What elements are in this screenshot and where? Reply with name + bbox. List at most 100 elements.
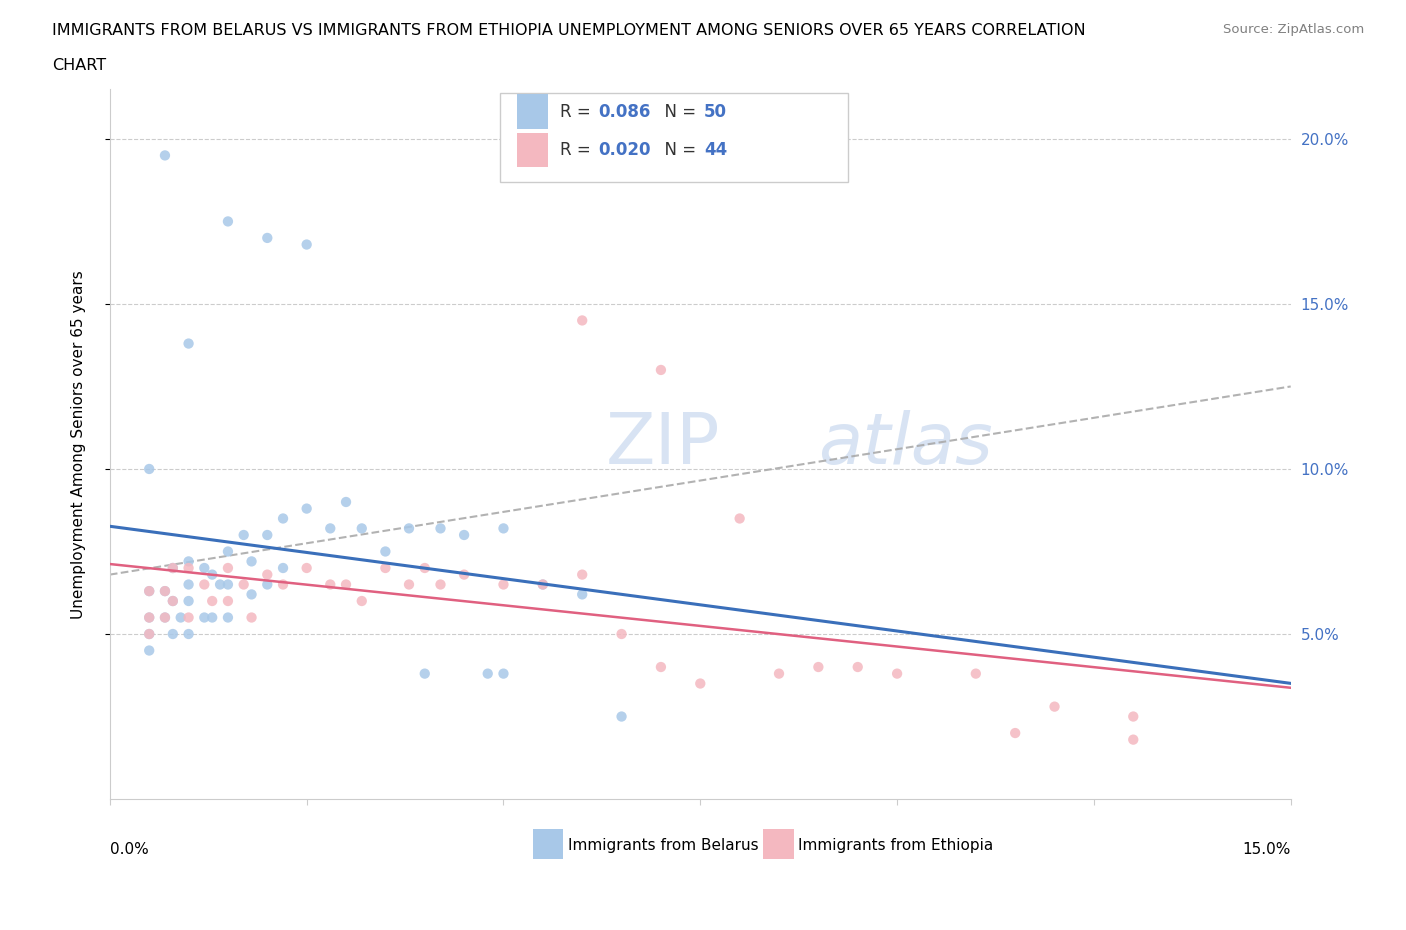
Point xyxy=(886,666,908,681)
FancyBboxPatch shape xyxy=(499,93,848,181)
FancyBboxPatch shape xyxy=(517,94,548,129)
Point xyxy=(531,577,554,591)
Point xyxy=(193,610,215,625)
Point xyxy=(193,577,215,591)
Point xyxy=(138,610,160,625)
FancyBboxPatch shape xyxy=(763,829,793,858)
Point xyxy=(232,527,254,542)
Point xyxy=(429,521,451,536)
Point xyxy=(398,521,420,536)
Point xyxy=(201,567,224,582)
Point xyxy=(240,587,263,602)
Point xyxy=(453,567,475,582)
Point xyxy=(650,659,672,674)
Text: 15.0%: 15.0% xyxy=(1243,842,1291,857)
Point xyxy=(217,610,239,625)
Text: CHART: CHART xyxy=(52,58,105,73)
Text: R =: R = xyxy=(560,141,596,159)
Text: Immigrants from Ethiopia: Immigrants from Ethiopia xyxy=(799,838,994,853)
Point xyxy=(350,593,373,608)
Point xyxy=(429,577,451,591)
Point xyxy=(256,577,278,591)
Point xyxy=(398,577,420,591)
FancyBboxPatch shape xyxy=(533,829,564,858)
Point xyxy=(217,561,239,576)
Point xyxy=(177,610,200,625)
Point xyxy=(610,709,633,724)
Text: atlas: atlas xyxy=(818,410,993,479)
Point xyxy=(193,561,215,576)
Point xyxy=(256,567,278,582)
Text: Immigrants from Belarus: Immigrants from Belarus xyxy=(568,838,759,853)
Point xyxy=(374,561,396,576)
Point xyxy=(170,610,193,625)
Point xyxy=(271,577,294,591)
Point xyxy=(335,495,357,510)
Point xyxy=(153,584,176,599)
Point xyxy=(153,610,176,625)
Point xyxy=(177,561,200,576)
Point xyxy=(350,521,373,536)
Point xyxy=(217,214,239,229)
Point xyxy=(571,567,593,582)
Point xyxy=(295,561,318,576)
Point xyxy=(295,501,318,516)
Point xyxy=(177,593,200,608)
Point xyxy=(492,521,515,536)
Point xyxy=(162,561,184,576)
Point xyxy=(728,512,751,526)
Text: 0.0%: 0.0% xyxy=(110,842,149,857)
Point xyxy=(689,676,711,691)
Point xyxy=(162,593,184,608)
Point xyxy=(177,627,200,642)
Point xyxy=(138,461,160,476)
Point xyxy=(177,554,200,569)
Point xyxy=(162,561,184,576)
Point xyxy=(177,577,200,591)
FancyBboxPatch shape xyxy=(517,132,548,167)
Point xyxy=(1122,709,1144,724)
Point xyxy=(531,577,554,591)
Text: ZIP: ZIP xyxy=(606,410,720,479)
Point xyxy=(477,666,499,681)
Text: 44: 44 xyxy=(704,141,727,159)
Point xyxy=(295,237,318,252)
Point xyxy=(768,666,790,681)
Point xyxy=(201,593,224,608)
Text: Source: ZipAtlas.com: Source: ZipAtlas.com xyxy=(1223,23,1364,36)
Y-axis label: Unemployment Among Seniors over 65 years: Unemployment Among Seniors over 65 years xyxy=(72,270,86,618)
Point xyxy=(335,577,357,591)
Point xyxy=(138,584,160,599)
Point xyxy=(413,666,436,681)
Point xyxy=(846,659,869,674)
Point xyxy=(217,544,239,559)
Point xyxy=(271,561,294,576)
Point xyxy=(201,610,224,625)
Point xyxy=(256,231,278,246)
Point xyxy=(162,627,184,642)
Point xyxy=(209,577,232,591)
Point xyxy=(256,527,278,542)
Point xyxy=(153,148,176,163)
Point xyxy=(492,666,515,681)
Point xyxy=(138,627,160,642)
Point xyxy=(177,336,200,351)
Text: N =: N = xyxy=(654,102,702,121)
Point xyxy=(271,512,294,526)
Point xyxy=(650,363,672,378)
Point xyxy=(571,587,593,602)
Point xyxy=(240,554,263,569)
Point xyxy=(162,593,184,608)
Text: 0.020: 0.020 xyxy=(599,141,651,159)
Point xyxy=(138,643,160,658)
Point xyxy=(232,577,254,591)
Point xyxy=(965,666,987,681)
Point xyxy=(319,577,342,591)
Text: N =: N = xyxy=(654,141,702,159)
Text: 0.086: 0.086 xyxy=(599,102,651,121)
Point xyxy=(807,659,830,674)
Point xyxy=(153,584,176,599)
Point xyxy=(153,610,176,625)
Point xyxy=(610,627,633,642)
Point xyxy=(374,544,396,559)
